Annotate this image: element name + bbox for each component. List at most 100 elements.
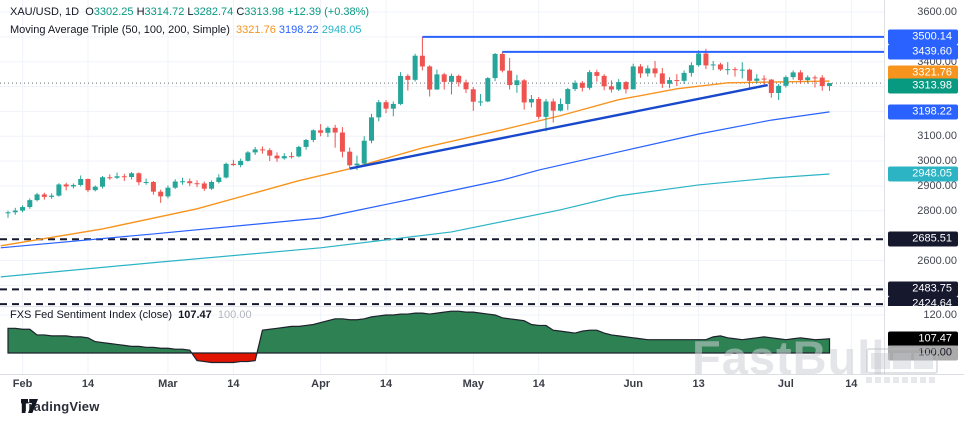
candle-body	[725, 69, 731, 71]
candle-body	[550, 101, 556, 111]
candle-body	[187, 181, 193, 184]
candle-body	[100, 177, 106, 187]
candle-body	[616, 82, 622, 90]
candle-body	[456, 75, 462, 83]
candle-body	[645, 68, 651, 74]
indicator-baseline-value: 100.00	[217, 309, 252, 321]
indicator-axis-label: 120.00	[923, 309, 957, 321]
candles-layer	[5, 36, 833, 218]
price-axis-label: 2600.00	[917, 254, 957, 267]
candle-body	[318, 130, 324, 133]
candle-body	[805, 77, 811, 81]
main-price-pane[interactable]	[0, 0, 884, 306]
change-value: +12.39 (+0.38%)	[287, 6, 370, 18]
candle-body	[223, 163, 229, 178]
candle-body	[717, 64, 723, 70]
candle-body	[398, 75, 404, 104]
candle-body	[114, 176, 120, 178]
indicator-label: FXS Fed Sentiment Index (close)	[10, 309, 173, 321]
candle-body	[688, 65, 694, 73]
candle-body	[819, 77, 825, 87]
candle-body	[536, 98, 542, 117]
candle-body	[201, 183, 207, 189]
candle-body	[20, 207, 26, 211]
candle-body	[630, 66, 636, 90]
candle-body	[209, 181, 215, 189]
candle-body	[289, 156, 295, 158]
price-badge-2685.51: 2685.51	[888, 231, 958, 247]
time-tick-label: 14	[532, 378, 545, 390]
ma-legend: Moving Average Triple (50, 100, 200, Sim…	[10, 24, 361, 36]
ohlc-close: C3313.98	[236, 6, 285, 18]
candle-body	[514, 80, 520, 86]
sentiment-area-negative	[8, 353, 830, 363]
support-levels-dashed[interactable]	[0, 238, 884, 306]
candle-body	[427, 66, 433, 90]
candle-body	[27, 200, 33, 208]
price-badge-3198.22: 3198.22	[888, 104, 958, 120]
candle-body	[267, 150, 273, 156]
candle-body	[434, 74, 440, 90]
price-axis-indicator[interactable]: 120.00 107.47 100.00	[885, 306, 964, 374]
candle-body	[332, 127, 338, 133]
time-tick-label: May	[462, 378, 484, 390]
sma100-line	[0, 111, 830, 249]
price-badge-2948.05: 2948.05	[888, 166, 958, 182]
pane-separator[interactable]	[0, 306, 884, 307]
price-axis-label: 3100.00	[917, 130, 957, 143]
sma200-line	[0, 173, 830, 278]
price-axis-label: 2900.00	[917, 179, 957, 192]
sma50-line	[0, 80, 830, 247]
candle-body	[761, 78, 767, 80]
candle-body	[369, 117, 374, 141]
candle-body	[579, 82, 585, 88]
candle-body	[703, 53, 709, 66]
time-axis[interactable]: Feb 14 Mar 14 Apr 14 May 14 Jun 13 Jul 14	[0, 374, 964, 394]
candle-body	[216, 177, 222, 182]
candle-body	[238, 160, 244, 166]
tradingview-brand-text: TradingView	[21, 399, 100, 414]
candle-body	[768, 79, 774, 94]
price-badge-3439.60: 3439.60	[888, 44, 958, 60]
sentiment-indicator-pane[interactable]	[0, 306, 884, 374]
time-tick-label: 14	[227, 378, 240, 390]
candle-body	[601, 75, 607, 87]
candle-body	[245, 152, 251, 161]
candle-body	[739, 69, 745, 71]
candle-body	[303, 139, 309, 147]
candle-body	[696, 53, 702, 66]
candle-body	[587, 72, 593, 88]
footer-bar: TradingView	[0, 393, 964, 424]
candle-body	[121, 176, 127, 178]
trendline[interactable]	[349, 83, 768, 170]
sentiment-area-positive	[8, 311, 830, 353]
time-tick-label: Jul	[777, 378, 794, 390]
candle-body	[558, 103, 564, 111]
price-badge-3313.98: 3313.98	[888, 78, 958, 94]
candle-body	[492, 53, 498, 79]
candle-body	[783, 77, 789, 86]
candle-body	[710, 64, 716, 66]
price-axis[interactable]: 3600.00 3400.00 3100.00 3000.00 2900.00 2800.…	[884, 0, 964, 374]
time-tick-label: Jun	[623, 378, 643, 390]
candle-body	[70, 184, 76, 187]
candle-body	[594, 72, 600, 76]
candle-body	[230, 163, 236, 166]
candle-body	[150, 181, 156, 192]
grid-layer	[0, 0, 884, 306]
price-badge-2483.75: 2483.75	[888, 281, 958, 297]
symbol-title: XAU/USD, 1D	[10, 6, 80, 18]
candle-body	[441, 74, 447, 82]
candle-body	[339, 132, 345, 152]
tradingview-logo[interactable]: TradingView	[21, 399, 100, 414]
candle-body	[448, 75, 454, 82]
candle-body	[376, 102, 382, 118]
candle-body	[681, 72, 687, 81]
candle-body	[608, 86, 614, 90]
candle-body	[790, 72, 796, 78]
ohlc-low: L3282.74	[187, 6, 234, 18]
candle-body	[390, 103, 396, 109]
price-axis-main[interactable]: 3600.00 3400.00 3100.00 3000.00 2900.00 2800.…	[885, 0, 964, 306]
candle-body	[259, 149, 265, 151]
candle-body	[136, 173, 142, 183]
